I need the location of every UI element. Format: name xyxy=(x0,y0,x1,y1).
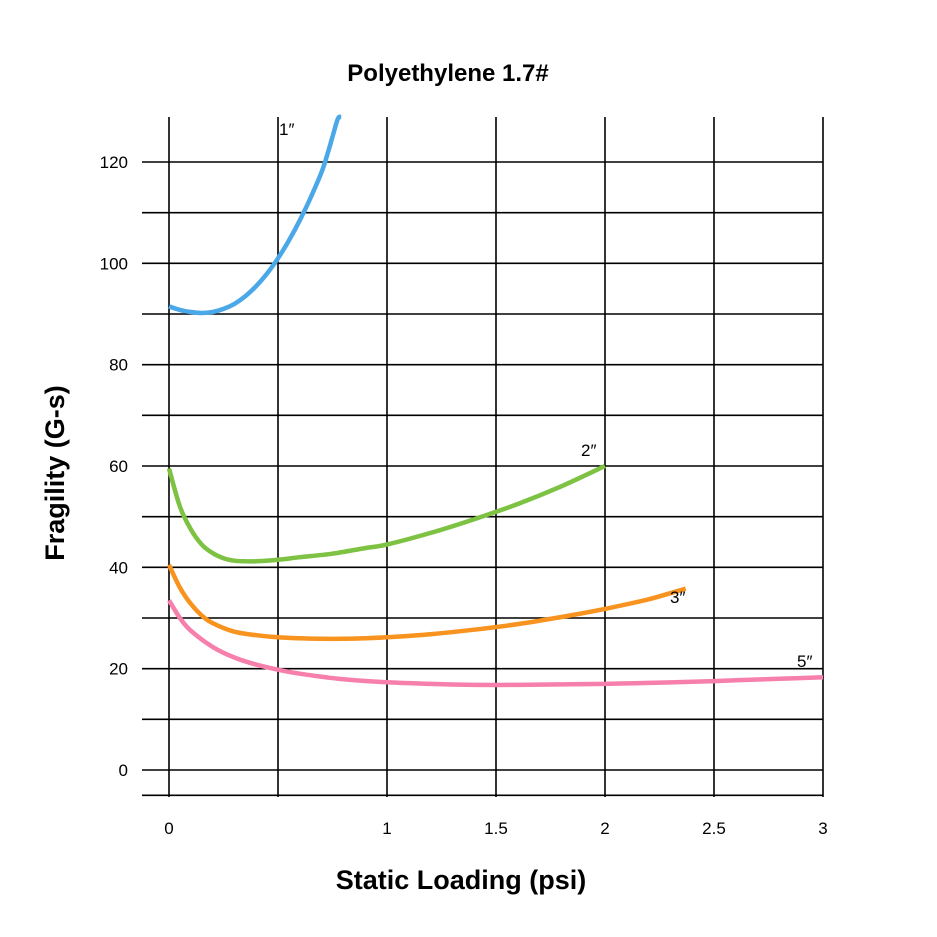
curves xyxy=(166,114,824,688)
chart-title: Polyethylene 1.7# xyxy=(347,60,548,87)
y-tick-label: 100 xyxy=(100,254,128,273)
series-label-3: 3″ xyxy=(670,588,685,607)
y-tick-label: 20 xyxy=(109,660,128,679)
x-tick-label: 2.5 xyxy=(702,819,726,838)
series-label-1: 1″ xyxy=(279,120,294,139)
series-line-1 xyxy=(168,114,342,316)
x-tick-label: 1 xyxy=(382,819,391,838)
y-axis-label: Fragility (G-s) xyxy=(40,385,70,561)
x-tick-label: 2 xyxy=(600,819,609,838)
y-tick-label: 80 xyxy=(109,356,128,375)
x-axis-ticks: 0 1 1.5 2 2.5 3 xyxy=(164,819,827,838)
series-labels: 1″ 2″ 3″ 5″ xyxy=(279,120,812,671)
y-axis-ticks: 0 20 40 60 80 100 120 xyxy=(100,153,128,780)
grid xyxy=(142,117,824,797)
series-line-4 xyxy=(167,599,824,688)
x-tick-label: 1.5 xyxy=(484,819,508,838)
y-tick-label: 60 xyxy=(109,457,128,476)
x-tick-label: 3 xyxy=(818,819,827,838)
series-label-2: 2″ xyxy=(581,441,596,460)
x-axis-label: Static Loading (psi) xyxy=(336,865,587,895)
y-tick-label: 40 xyxy=(109,558,128,577)
y-tick-label: 120 xyxy=(100,153,128,172)
series-label-4: 5″ xyxy=(797,652,812,671)
x-tick-label: 0 xyxy=(164,819,173,838)
y-tick-label: 0 xyxy=(119,761,128,780)
series-line-2 xyxy=(166,463,606,564)
series-line-3 xyxy=(166,563,687,642)
